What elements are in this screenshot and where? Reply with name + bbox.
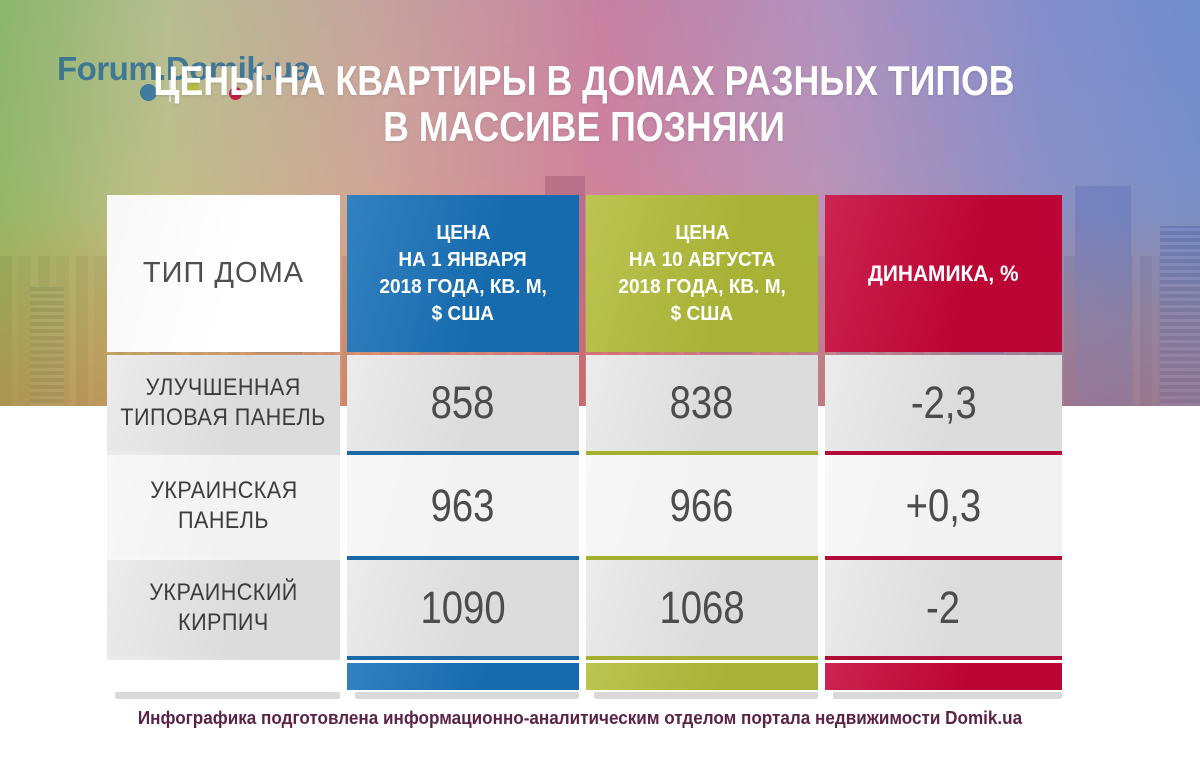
footer-bar-blue (347, 663, 579, 690)
price-jan-cell: 963 (347, 455, 579, 560)
logo-dot-olive-icon (188, 82, 199, 93)
price-aug-cell: 838 (586, 355, 818, 455)
column-house-type: ТИП ДОМА УЛУЧШЕННАЯ ТИПОВАЯ ПАНЕЛЬ УКРАИ… (107, 195, 340, 699)
house-type-cell: УКРАИНСКАЯ ПАНЕЛЬ (107, 455, 340, 560)
dynamics-cell: -2,3 (825, 355, 1062, 455)
house-type-cell: УЛУЧШЕННАЯ ТИПОВАЯ ПАНЕЛЬ (107, 355, 340, 455)
column-shadow (833, 692, 1062, 699)
title-line-2: В МАССИВЕ ПОЗНЯКИ (383, 103, 785, 150)
price-table: ТИП ДОМА УЛУЧШЕННАЯ ТИПОВАЯ ПАНЕЛЬ УКРАИ… (107, 195, 1062, 699)
header-dynamics: ДИНАМИКА, % (825, 195, 1062, 352)
column-price-jan-2018: ЦЕНА НА 1 ЯНВАРЯ 2018 ГОДА, КВ. М, $ США… (347, 195, 579, 699)
logo-divider (169, 80, 171, 102)
column-shadow (594, 692, 818, 699)
column-shadow (115, 692, 340, 699)
footer-bar-crimson (825, 663, 1062, 690)
title-line-1: ЦЕНЫ НА КВАРТИРЫ В ДОМАХ РАЗНЫХ ТИПОВ (153, 57, 1015, 104)
header-label: ТИП ДОМА (142, 257, 305, 289)
price-jan-cell: 858 (347, 355, 579, 455)
footer-bar-white (107, 663, 340, 690)
page-title: ЦЕНЫ НА КВАРТИРЫ В ДОМАХ РАЗНЫХ ТИПОВ В … (0, 58, 1168, 150)
logo: Forum.Domik.ua (57, 50, 311, 87)
price-aug-cell: 1068 (586, 560, 818, 660)
logo-dot-crimson-icon (229, 87, 242, 100)
price-aug-cell: 966 (586, 455, 818, 560)
header-house-type: ТИП ДОМА (107, 195, 340, 352)
footer-bar-olive (586, 663, 818, 690)
dynamics-cell: +0,3 (825, 455, 1062, 560)
price-jan-cell: 1090 (347, 560, 579, 660)
column-dynamics: ДИНАМИКА, % -2,3 +0,3 -2 (825, 195, 1062, 699)
dynamics-cell: -2 (825, 560, 1062, 660)
header-price-aug: ЦЕНА НА 10 АВГУСТА 2018 ГОДА, КВ. М, $ С… (586, 195, 818, 352)
column-price-aug-2018: ЦЕНА НА 10 АВГУСТА 2018 ГОДА, КВ. М, $ С… (586, 195, 818, 699)
logo-dot-blue-icon (140, 84, 157, 101)
credit-line: Инфографика подготовлена информационно-а… (137, 708, 1023, 728)
house-type-cell: УКРАИНСКИЙ КИРПИЧ (107, 560, 340, 660)
column-shadow (355, 692, 579, 699)
header-price-jan: ЦЕНА НА 1 ЯНВАРЯ 2018 ГОДА, КВ. М, $ США (347, 195, 579, 352)
